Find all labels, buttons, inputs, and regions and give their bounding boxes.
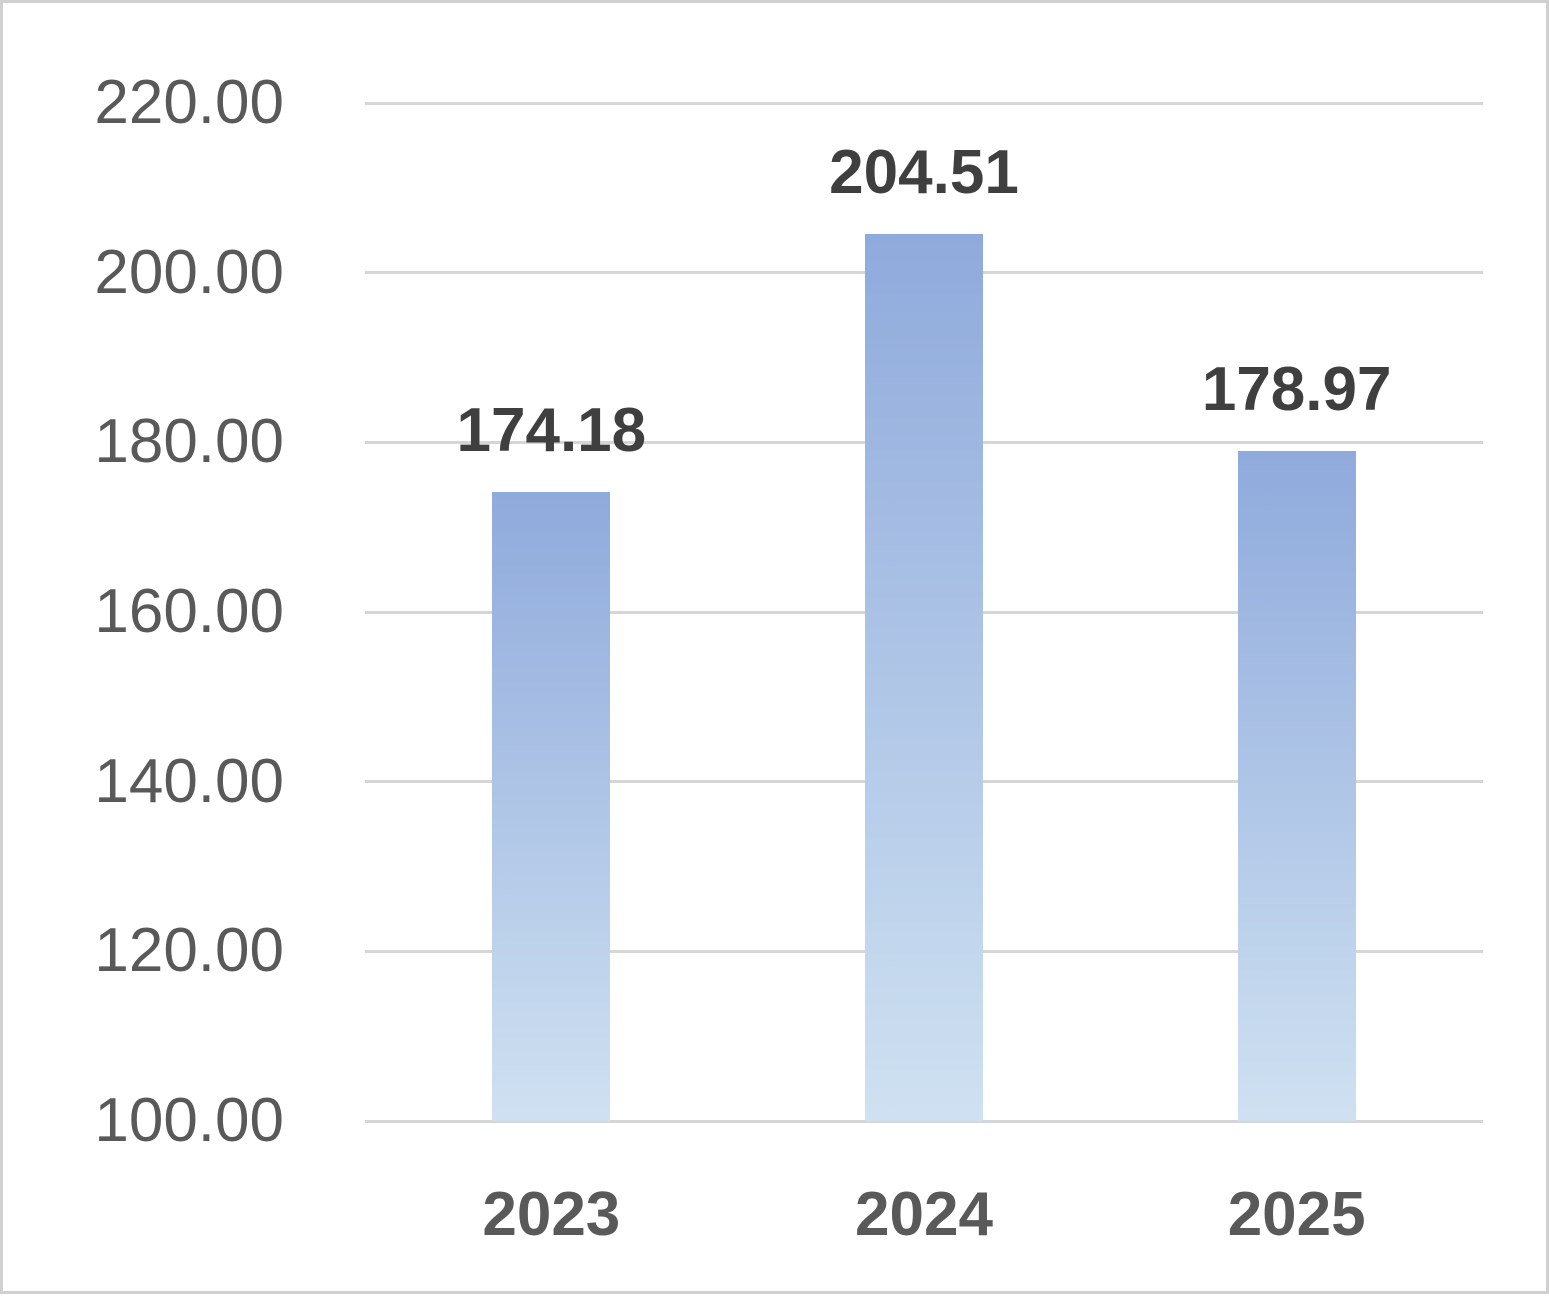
y-axis: 220.00 200.00 180.00 160.00 140.00 120.00 100.… [3,72,284,1152]
x-category-label: 2024 [855,1180,993,1249]
bar [1237,451,1356,1121]
y-tick-label: 220.00 [94,68,284,137]
y-tick-label: 100.00 [94,1086,284,1155]
y-tick-label: 120.00 [94,916,284,986]
plot-area: 174.18 204.51 178.97 [365,101,1483,1123]
bar-data-label: 178.97 [1201,355,1392,425]
gridline [365,1119,1483,1123]
x-category-label: 2025 [1227,1180,1366,1249]
bar-data-label: 204.51 [829,138,1019,208]
y-tick-label: 160.00 [94,577,284,646]
bar [865,234,983,1121]
y-tick-label: 140.00 [94,746,284,816]
y-tick-label: 180.00 [94,407,284,477]
x-axis: 2023 2024 2025 [365,1121,1483,1297]
gridline [365,101,1483,105]
y-tick-label: 200.00 [94,237,284,307]
x-category-label: 2023 [482,1180,621,1249]
bar [492,491,611,1121]
bar-data-label: 174.18 [456,395,647,465]
